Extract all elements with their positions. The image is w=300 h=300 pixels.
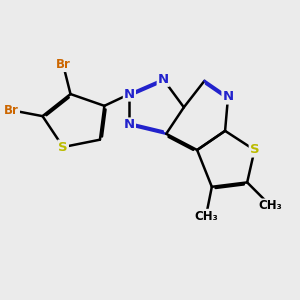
Text: N: N (124, 88, 135, 100)
Text: Br: Br (4, 104, 19, 117)
Text: CH₃: CH₃ (194, 210, 218, 223)
Text: S: S (250, 143, 259, 157)
Text: N: N (158, 73, 169, 86)
Text: N: N (223, 91, 234, 103)
Text: Br: Br (56, 58, 70, 71)
Text: S: S (58, 141, 68, 154)
Text: CH₃: CH₃ (259, 200, 283, 212)
Text: N: N (124, 118, 135, 131)
